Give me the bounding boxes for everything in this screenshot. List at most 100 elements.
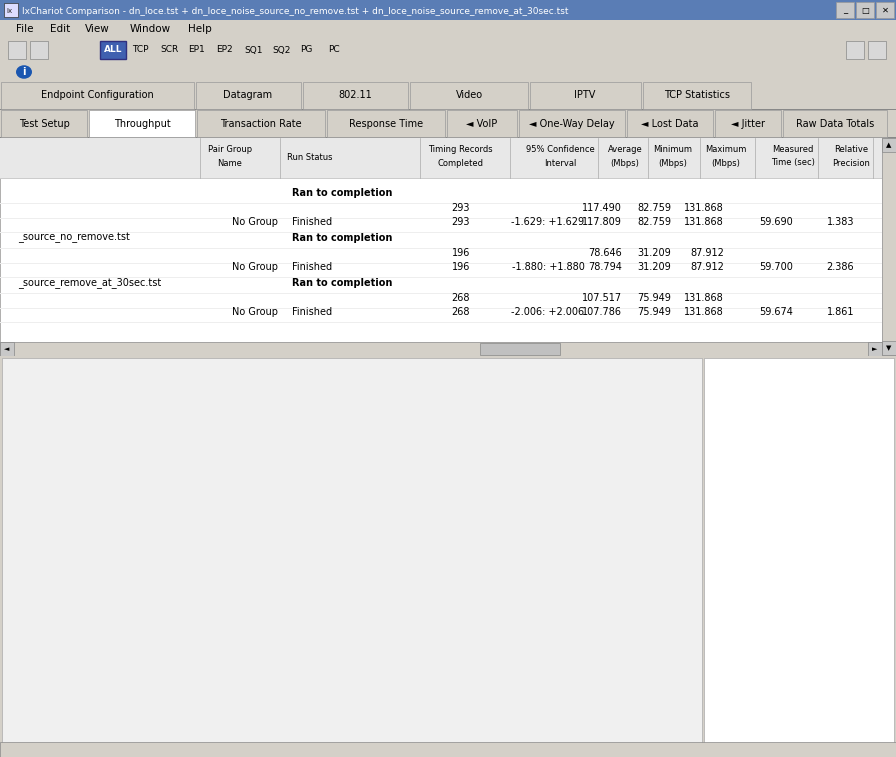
- Text: PC: PC: [328, 45, 340, 55]
- Text: 2.386: 2.386: [826, 262, 854, 272]
- Text: 117.809: 117.809: [582, 217, 622, 227]
- Text: Relative: Relative: [834, 145, 868, 154]
- Text: IxChariot Comparison - dn_loce.tst + dn_loce_noise_source_no_remove.tst + dn_loc: IxChariot Comparison - dn_loce.tst + dn_…: [22, 7, 568, 15]
- Text: Finished: Finished: [292, 307, 332, 317]
- Text: Run Status: Run Status: [288, 152, 332, 161]
- Text: Test Setup: Test Setup: [19, 119, 69, 129]
- Text: Ran to completion: Ran to completion: [292, 188, 392, 198]
- Text: 293: 293: [452, 217, 470, 227]
- Text: 78.794: 78.794: [588, 262, 622, 272]
- Text: 82.759: 82.759: [637, 217, 671, 227]
- Text: _source_remove_at_30sec.tst: _source_remove_at_30sec.tst: [18, 278, 161, 288]
- Text: Transaction Rate: Transaction Rate: [220, 119, 302, 129]
- Text: ►: ►: [873, 346, 878, 352]
- Text: ▲: ▲: [886, 142, 892, 148]
- Text: SCR: SCR: [160, 45, 178, 55]
- Text: ◄ VoIP: ◄ VoIP: [467, 119, 497, 129]
- Text: ►: ►: [880, 727, 885, 734]
- Text: _source_no_remove.tst: _source_no_remove.tst: [18, 233, 130, 243]
- Text: SQ2: SQ2: [272, 45, 290, 55]
- Text: Ix: Ix: [6, 8, 13, 14]
- Text: 293: 293: [452, 203, 470, 213]
- Text: Time (sec): Time (sec): [771, 158, 815, 167]
- Text: Raw Data Totals: Raw Data Totals: [796, 119, 874, 129]
- Text: ◄: ◄: [712, 727, 718, 734]
- Text: Precision: Precision: [832, 158, 870, 167]
- Text: 196: 196: [452, 248, 470, 258]
- Text: Response Time: Response Time: [349, 119, 423, 129]
- Text: 75.949: 75.949: [637, 307, 671, 317]
- Text: 131.868: 131.868: [685, 217, 724, 227]
- Text: EP1: EP1: [188, 45, 205, 55]
- Text: Minimum: Minimum: [653, 145, 693, 154]
- Text: dn_loce_noise_source_rem: dn_loce_noise_source_rem: [754, 459, 874, 468]
- Text: 31.209: 31.209: [637, 248, 671, 258]
- Text: 802.11: 802.11: [338, 90, 372, 100]
- Text: ✕: ✕: [882, 5, 889, 14]
- Text: 75.949: 75.949: [637, 293, 671, 303]
- Text: 131.868: 131.868: [685, 307, 724, 317]
- Text: 31.209: 31.209: [637, 262, 671, 272]
- Text: i: i: [22, 67, 26, 77]
- Text: dn_loce_noise_source_no.: dn_loce_noise_source_no.: [754, 436, 871, 445]
- Text: ◄ Lost Data: ◄ Lost Data: [642, 119, 699, 129]
- Text: No Group: No Group: [232, 262, 278, 272]
- Text: Legend: Legend: [773, 369, 825, 382]
- Text: ◄ One-Way Delay: ◄ One-Way Delay: [530, 119, 615, 129]
- Text: No Group: No Group: [232, 217, 278, 227]
- Text: Finished: Finished: [292, 217, 332, 227]
- Text: -1.629: +1.629: -1.629: +1.629: [512, 217, 584, 227]
- Text: SQ1: SQ1: [244, 45, 263, 55]
- Text: _: _: [843, 5, 847, 14]
- Text: Finished: Finished: [292, 262, 332, 272]
- Text: Endpoint Configuration: Endpoint Configuration: [40, 90, 153, 100]
- Text: Throughput: Throughput: [68, 356, 173, 374]
- Text: 117.490: 117.490: [582, 203, 622, 213]
- Text: Average: Average: [607, 145, 642, 154]
- Text: Datagram: Datagram: [223, 90, 272, 100]
- Text: Measured: Measured: [772, 145, 814, 154]
- Y-axis label: Mbps: Mbps: [5, 526, 19, 558]
- Text: 107.517: 107.517: [582, 293, 622, 303]
- Text: 78.646: 78.646: [589, 248, 622, 258]
- Text: 87.912: 87.912: [690, 262, 724, 272]
- Text: IPTV: IPTV: [574, 90, 596, 100]
- Text: View: View: [85, 24, 109, 34]
- Bar: [743, 721, 808, 740]
- Text: ◄ Jitter: ◄ Jitter: [731, 119, 765, 129]
- Text: 59.674: 59.674: [759, 307, 793, 317]
- Text: Ran to completion: Ran to completion: [292, 233, 392, 243]
- Text: 268: 268: [452, 293, 470, 303]
- Text: □: □: [861, 5, 869, 14]
- Text: (Mbps): (Mbps): [659, 158, 687, 167]
- Text: 87.912: 87.912: [690, 248, 724, 258]
- Text: 82.759: 82.759: [637, 203, 671, 213]
- Text: Throughput: Throughput: [114, 119, 170, 129]
- Text: PG: PG: [300, 45, 313, 55]
- Text: Completed: Completed: [437, 158, 483, 167]
- Text: ▲: ▲: [880, 373, 885, 379]
- Text: dn_loce.tst:Pair 1 -- DOWN: dn_loce.tst:Pair 1 -- DOWN: [754, 413, 874, 422]
- Text: TCP Statistics: TCP Statistics: [664, 90, 730, 100]
- Text: ◄: ◄: [4, 346, 10, 352]
- Text: -2.006: +2.006: -2.006: +2.006: [512, 307, 584, 317]
- Text: No Group: No Group: [232, 307, 278, 317]
- Text: TCP: TCP: [132, 45, 149, 55]
- Text: 95% Confidence: 95% Confidence: [526, 145, 594, 154]
- Text: Interval: Interval: [544, 158, 576, 167]
- Text: Ran to completion: Ran to completion: [292, 278, 392, 288]
- Text: Maximum: Maximum: [705, 145, 746, 154]
- Text: (Mbps): (Mbps): [610, 158, 640, 167]
- Text: File: File: [16, 24, 33, 34]
- Text: Help: Help: [188, 24, 211, 34]
- Text: (Mbps): (Mbps): [711, 158, 740, 167]
- Text: Name: Name: [218, 158, 243, 167]
- Text: Edit: Edit: [50, 24, 70, 34]
- Text: 59.690: 59.690: [759, 217, 793, 227]
- Text: ▼: ▼: [886, 345, 892, 351]
- Text: EP2: EP2: [216, 45, 233, 55]
- Text: 131.868: 131.868: [685, 203, 724, 213]
- Bar: [706, 719, 892, 742]
- Text: Window: Window: [130, 24, 171, 34]
- Text: 196: 196: [452, 262, 470, 272]
